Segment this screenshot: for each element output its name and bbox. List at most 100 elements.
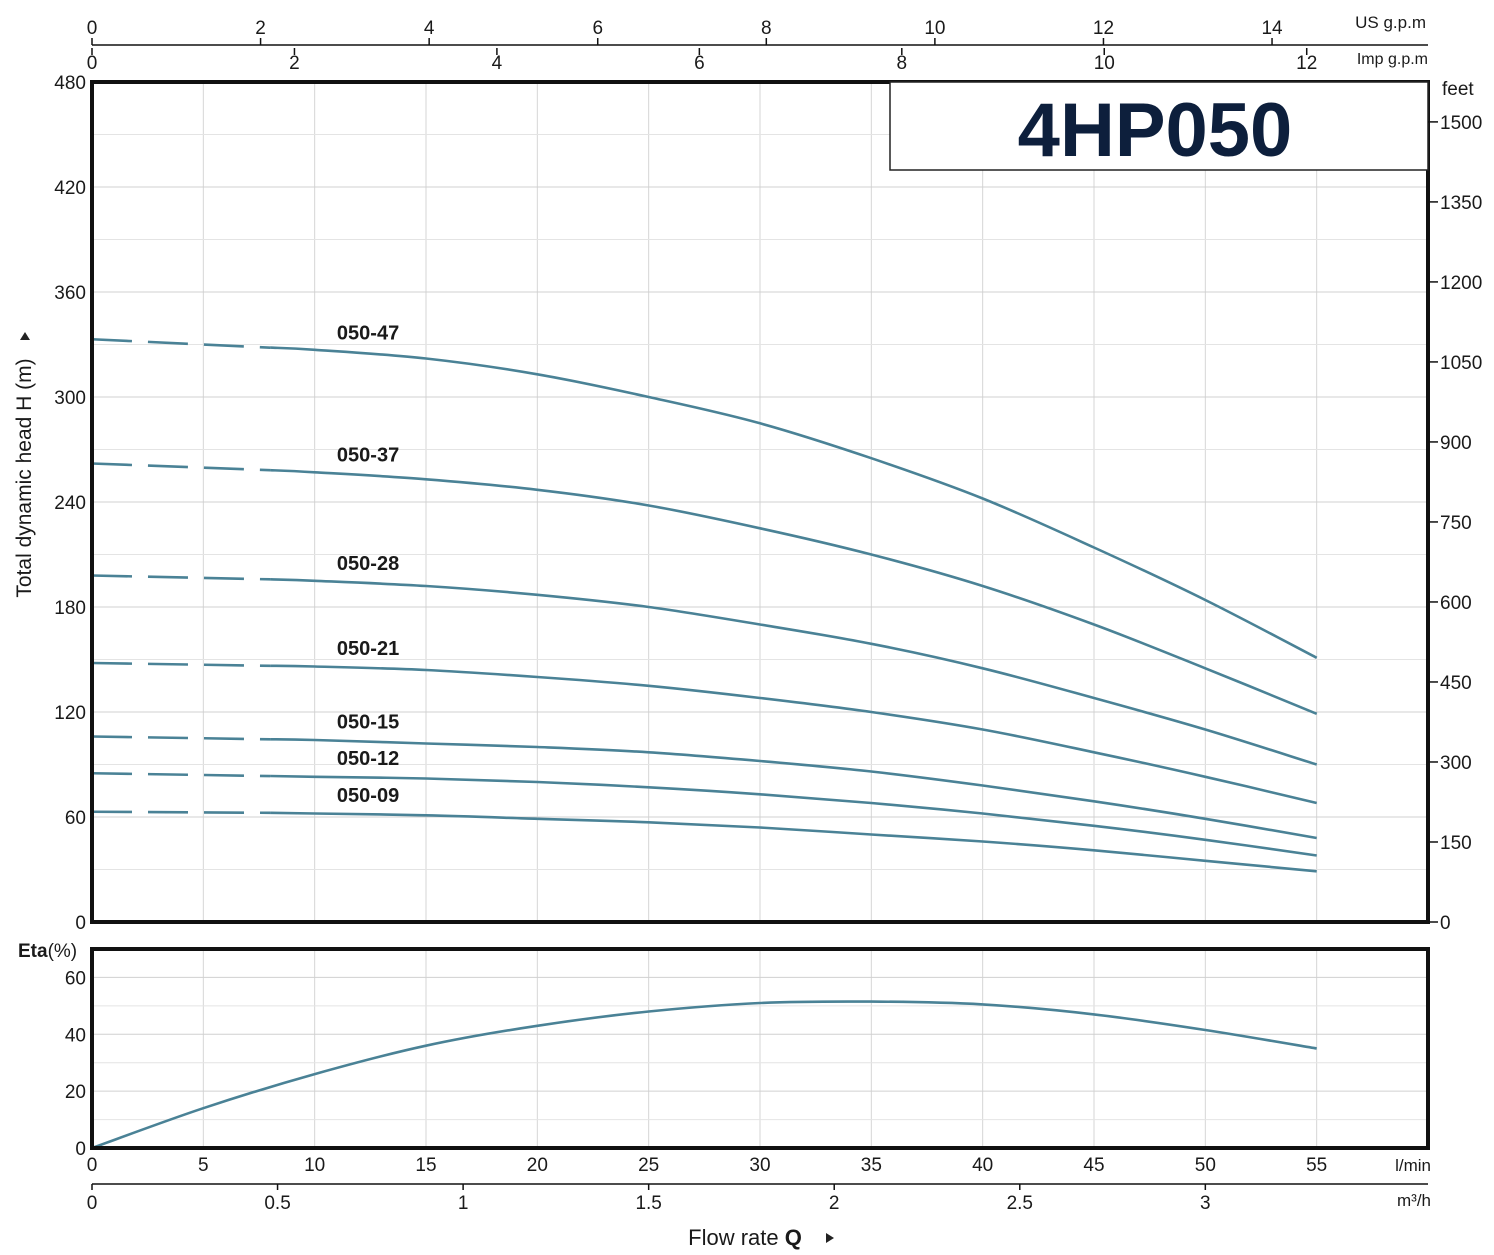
x-tick-usgpm: 12	[1093, 18, 1114, 39]
feet-tick-label: 750	[1440, 513, 1472, 534]
feet-tick-label: 1200	[1440, 273, 1482, 294]
x-tick-lmin: 55	[1306, 1155, 1327, 1176]
y-tick-label: 360	[54, 283, 86, 304]
head-curve-dashed-050-09	[91, 810, 271, 815]
eta-axis-label: Eta(%)	[18, 941, 77, 962]
eta-panel-frame	[90, 947, 1430, 1150]
feet-tick-label: 1500	[1440, 113, 1482, 134]
x-tick-lmin: 30	[749, 1155, 770, 1176]
eta-tick-label: 20	[65, 1082, 86, 1103]
curve-label-050-21: 050-21	[337, 638, 399, 660]
y-tick-label: 180	[54, 598, 86, 619]
grid-layer	[92, 82, 1428, 1148]
head-curve-050-37	[270, 468, 1318, 716]
y-tick-label: 0	[75, 913, 86, 934]
head-curve-050-12	[270, 774, 1317, 857]
feet-tick-label: 0	[1440, 913, 1451, 934]
x-tick-impgpm: 12	[1296, 53, 1317, 74]
frame-layer	[90, 80, 1430, 1150]
x-tick-lmin: 40	[972, 1155, 993, 1176]
curve-label-050-28: 050-28	[337, 553, 399, 575]
x-tick-lmin: 15	[415, 1155, 436, 1176]
curve-label-050-37: 050-37	[337, 445, 399, 467]
x-tick-impgpm: 2	[289, 53, 300, 74]
feet-tick-label: 1050	[1440, 353, 1482, 374]
x-tick-lmin: 35	[861, 1155, 882, 1176]
eta-tick-label: 60	[65, 968, 86, 989]
x-unit-m3h: m³/h	[1397, 1191, 1431, 1210]
feet-tick-label: 1350	[1440, 193, 1482, 214]
feet-axis-label: feet	[1442, 79, 1474, 100]
y-tick-label: 420	[54, 178, 86, 199]
x-tick-usgpm: 8	[761, 18, 772, 39]
feet-tick-label: 150	[1440, 833, 1472, 854]
x-tick-usgpm: 6	[592, 18, 603, 39]
x-tick-lmin: 25	[638, 1155, 659, 1176]
y-tick-label: 480	[54, 73, 86, 94]
feet-tick-label: 300	[1440, 753, 1472, 774]
x-tick-m3h: 0	[87, 1193, 98, 1214]
eta-label-unit: (%)	[48, 941, 78, 962]
x-axis-label-text: Flow rate	[688, 1225, 785, 1250]
x-unit-lmin: l/min	[1395, 1156, 1431, 1175]
head-panel-frame	[90, 80, 1430, 924]
x-tick-m3h: 3	[1200, 1193, 1211, 1214]
curve-label-050-12: 050-12	[337, 748, 399, 770]
curve-label-050-09: 050-09	[337, 785, 399, 807]
x-tick-m3h: 0.5	[264, 1193, 290, 1214]
x-tick-usgpm: 2	[255, 18, 266, 39]
head-curve-050-28	[270, 578, 1318, 766]
x-tick-impgpm: 10	[1094, 53, 1115, 74]
x-tick-usgpm: 4	[424, 18, 435, 39]
x-axis-label-symbol: Q	[785, 1225, 802, 1250]
x-tick-lmin: 20	[527, 1155, 548, 1176]
x-tick-lmin: 50	[1195, 1155, 1216, 1176]
y-axis-label: Total dynamic head H (m)	[13, 358, 36, 597]
head-curve-dashed-050-28	[91, 574, 271, 581]
chart-title: 4HP050	[1018, 88, 1293, 173]
y-tick-label: 240	[54, 493, 86, 514]
head-curve-dashed-050-47	[91, 337, 271, 349]
x-tick-lmin: 45	[1083, 1155, 1104, 1176]
y-tick-label: 300	[54, 388, 86, 409]
x-tick-impgpm: 0	[87, 53, 98, 74]
head-curve-dashed-050-21	[91, 661, 271, 668]
x-tick-lmin: 10	[304, 1155, 325, 1176]
feet-tick-label: 600	[1440, 593, 1472, 614]
x-axis-arrow	[826, 1233, 834, 1243]
x-tick-lmin: 5	[198, 1155, 209, 1176]
eta-tick-label: 40	[65, 1025, 86, 1046]
head-curve-dashed-050-12	[91, 771, 271, 778]
x-tick-m3h: 1.5	[635, 1193, 661, 1214]
feet-tick-label: 450	[1440, 673, 1472, 694]
x-tick-lmin: 0	[87, 1155, 98, 1176]
eta-tick-label: 0	[75, 1139, 86, 1160]
head-curve-050-09	[270, 811, 1317, 873]
x-tick-usgpm: 14	[1261, 18, 1283, 39]
feet-tick-label: 900	[1440, 433, 1472, 454]
x-tick-m3h: 2.5	[1007, 1193, 1033, 1214]
x-unit-usgpm: US g.p.m	[1355, 13, 1426, 32]
title-box	[889, 81, 1429, 171]
y-tick-label: 60	[65, 808, 86, 829]
x-tick-impgpm: 4	[492, 53, 503, 74]
label-layer: 050-47 050-37 050-28 050-21 050-15 050-12 050-…	[337, 88, 1292, 807]
x-unit-impgpm: Imp g.p.m	[1357, 51, 1428, 68]
x-tick-m3h: 1	[458, 1193, 469, 1214]
head-curve-050-47	[270, 346, 1318, 659]
x-tick-usgpm: 0	[87, 18, 98, 39]
y-axis-arrow	[20, 332, 30, 340]
head-curve-dashed-050-15	[91, 735, 271, 741]
series-layer	[91, 337, 1318, 1150]
x-tick-impgpm: 8	[897, 53, 908, 74]
x-tick-m3h: 2	[829, 1193, 840, 1214]
eta-label-bold: Eta	[18, 941, 48, 962]
x-tick-impgpm: 6	[694, 53, 705, 74]
curve-label-050-15: 050-15	[337, 712, 399, 734]
head-curve-050-15	[270, 738, 1317, 840]
x-axis-label: Flow rate Q	[688, 1225, 802, 1250]
curve-label-050-47: 050-47	[337, 323, 399, 345]
